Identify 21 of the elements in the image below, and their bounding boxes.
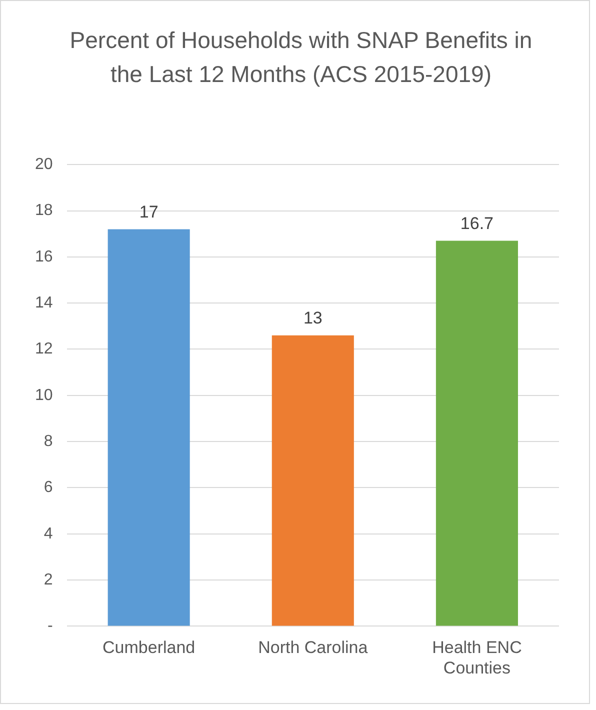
y-tick-label: - <box>47 618 53 635</box>
y-tick-label: 4 <box>44 525 53 542</box>
y-tick-label: 10 <box>35 386 53 404</box>
y-tick-label: 8 <box>44 432 53 450</box>
y-tick-label: 16 <box>35 248 53 266</box>
x-tick-label: North Carolina <box>258 638 368 658</box>
data-label: 17 <box>139 202 158 222</box>
data-label: 16.7 <box>460 214 494 233</box>
y-tick-label: 14 <box>35 294 53 312</box>
bar <box>436 240 518 626</box>
y-tick-label: 12 <box>35 340 53 358</box>
x-tick-label: Health ENC Counties <box>432 638 522 678</box>
data-label: 13 <box>303 308 322 328</box>
chart-title: Percent of Households with SNAP Benefits in the Last 12 Months (ACS 2015-2019) <box>68 26 534 89</box>
x-tick-label: Cumberland <box>102 638 196 658</box>
bar <box>272 335 354 626</box>
y-tick-label: 2 <box>44 571 53 588</box>
bar <box>108 229 190 626</box>
y-tick-label: 18 <box>35 202 53 220</box>
y-tick-label: 20 <box>35 156 53 174</box>
y-tick-label: 6 <box>44 479 53 496</box>
